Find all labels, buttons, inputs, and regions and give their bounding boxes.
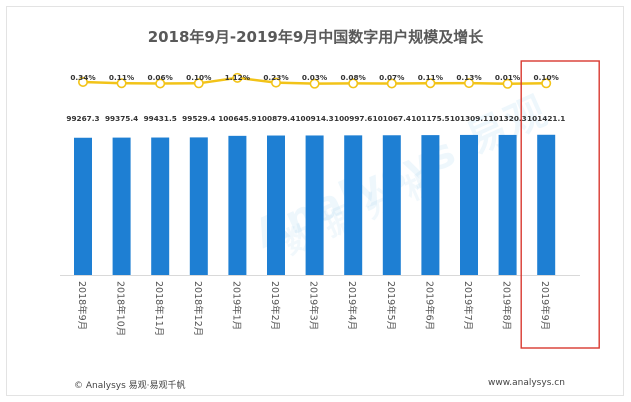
growth-point-9: [425, 78, 436, 89]
bar-value-label-3: 99529.4: [182, 114, 215, 123]
bar-1: [112, 137, 131, 275]
bar-value-label-1: 99375.4: [105, 114, 138, 123]
bar-0: [74, 137, 92, 275]
growth-label-7: 0.08%: [341, 73, 367, 82]
growth-label-0: 0.34%: [70, 73, 96, 82]
growth-point-2: [155, 78, 166, 89]
category-label-9: 2019年6月: [423, 281, 435, 330]
footer-website: www.analysys.cn: [488, 378, 565, 388]
growth-point-4: [232, 72, 243, 83]
growth-point-6: [309, 78, 320, 89]
bar-6: [305, 135, 324, 275]
bar-10: [460, 134, 478, 275]
growth-point-1: [116, 78, 127, 89]
category-label-1: 2018年10月: [115, 281, 127, 336]
category-label-4: 2019年1月: [230, 281, 242, 330]
growth-label-12: 0.10%: [534, 73, 560, 82]
growth-point-11: [502, 78, 513, 89]
category-label-5: 2019年2月: [269, 281, 281, 330]
highlight-box: [520, 60, 600, 349]
chart-title: 2018年9月-2019年9月中国数字用户规模及增长: [147, 28, 484, 46]
bar-value-label-0: 99267.3: [66, 114, 99, 123]
bar-value-label-6: 100914.3: [295, 114, 333, 123]
bar-value-label-8: 101067.4: [373, 114, 411, 123]
growth-label-3: 0.10%: [186, 73, 212, 82]
bar-value-label-7: 100997.6: [334, 114, 372, 123]
growth-label-10: 0.13%: [456, 73, 482, 82]
growth-point-0: [78, 77, 89, 88]
category-label-11: 2019年8月: [501, 281, 513, 330]
growth-point-3: [193, 78, 204, 89]
category-label-8: 2019年5月: [385, 281, 397, 330]
growth-label-11: 0.01%: [495, 73, 521, 82]
growth-point-5: [270, 77, 281, 88]
growth-label-8: 0.07%: [379, 73, 405, 82]
bar-9: [421, 135, 440, 275]
category-label-12: 2019年9月: [539, 281, 551, 330]
growth-label-2: 0.06%: [148, 73, 174, 82]
category-label-10: 2019年7月: [462, 281, 474, 330]
category-label-2: 2018年11月: [153, 281, 165, 336]
growth-point-10: [463, 78, 474, 89]
bar-value-label-10: 101309.1: [450, 114, 488, 123]
bar-12: [537, 134, 556, 275]
growth-label-5: 0.23%: [263, 73, 289, 82]
bar-value-label-5: 100879.4: [257, 114, 295, 123]
bar-4: [228, 135, 247, 275]
growth-point-7: [348, 78, 359, 89]
category-label-0: 2018年9月: [76, 281, 88, 330]
bar-8: [382, 135, 401, 275]
category-label-6: 2019年3月: [308, 281, 320, 330]
growth-label-1: 0.11%: [109, 73, 135, 82]
category-label-3: 2018年12月: [192, 281, 204, 336]
footer-copyright: © Analysys 易观·易观千帆: [74, 381, 186, 391]
bar-5: [267, 135, 285, 275]
growth-point-8: [386, 78, 397, 89]
bar-3: [189, 137, 208, 275]
bar-11: [498, 134, 517, 275]
growth-label-4: 1.12%: [225, 73, 251, 82]
bar-7: [344, 135, 363, 275]
bar-value-label-11: 101320.3: [488, 114, 526, 123]
bar-value-label-12: 101421.1: [527, 114, 565, 123]
category-label-7: 2019年4月: [346, 281, 358, 330]
growth-label-6: 0.03%: [302, 73, 328, 82]
bar-value-label-2: 99431.5: [144, 114, 177, 123]
bar-value-label-4: 100645.9: [218, 114, 256, 123]
bar-value-label-9: 101175.5: [411, 114, 449, 123]
growth-label-9: 0.11%: [418, 73, 444, 82]
bar-2: [151, 137, 170, 275]
growth-point-12: [541, 78, 552, 89]
